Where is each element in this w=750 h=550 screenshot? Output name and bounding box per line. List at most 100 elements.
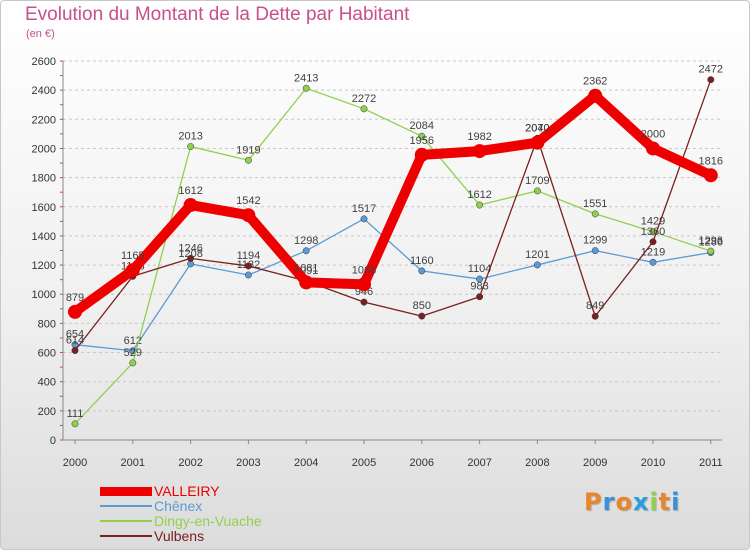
y-tick-label: 1400 — [32, 231, 56, 243]
x-tick-label: 2005 — [352, 457, 376, 469]
data-point — [302, 247, 310, 255]
data-label: 2362 — [583, 76, 607, 88]
data-point — [591, 247, 599, 255]
series-line-vulbens — [74, 79, 712, 352]
data-point — [129, 359, 137, 367]
legend-label: Dingy-en-Vuache — [154, 513, 262, 529]
chart-subtitle: (en €) — [26, 28, 55, 40]
data-label: 654 — [66, 329, 84, 341]
data-point — [707, 247, 715, 255]
data-label: 1208 — [178, 248, 202, 260]
data-label: 1068 — [352, 264, 376, 276]
data-label: 1709 — [525, 175, 549, 187]
x-tick-label: 2008 — [525, 457, 549, 469]
logo-letter: t — [658, 488, 672, 516]
data-label: 2084 — [410, 120, 434, 132]
legend-swatch — [100, 505, 152, 507]
x-tick-label: 2009 — [583, 457, 607, 469]
data-label: 2040 — [525, 123, 549, 135]
legend-label: VALLEIRY — [154, 483, 220, 499]
data-label: 1919 — [236, 144, 260, 156]
data-label: 529 — [124, 347, 142, 359]
data-point — [71, 347, 79, 354]
data-label: 2000 — [641, 128, 665, 140]
y-tick-label: 200 — [38, 406, 56, 418]
y-tick-label: 600 — [38, 348, 56, 360]
data-point — [125, 263, 140, 278]
data-point — [302, 84, 310, 92]
legend-label: Vulbens — [154, 528, 205, 544]
data-point — [244, 156, 252, 164]
data-label: 1194 — [237, 250, 261, 262]
series-line-dingy-en-vuache — [74, 87, 712, 425]
chart-title: Evolution du Montant de la Dette par Hab… — [25, 4, 410, 25]
data-label: 2013 — [178, 131, 202, 143]
data-point — [476, 275, 484, 283]
x-tick-label: 2007 — [467, 457, 491, 469]
logo-letter: o — [615, 488, 633, 516]
logo-letter: i — [649, 488, 659, 516]
legend-swatch — [100, 487, 152, 496]
data-label: 850 — [413, 300, 431, 312]
data-point — [418, 267, 426, 275]
data-label: 879 — [66, 292, 84, 304]
data-point — [530, 135, 545, 150]
data-point — [360, 215, 368, 223]
y-tick-label: 800 — [38, 318, 56, 330]
data-point — [591, 312, 599, 320]
y-tick-label: 1000 — [32, 289, 56, 301]
data-point — [472, 144, 487, 159]
x-tick-label: 2011 — [699, 457, 723, 469]
logo-letter: x — [632, 488, 650, 516]
y-tick-label: 400 — [38, 377, 56, 389]
y-tick-label: 0 — [50, 435, 56, 447]
y-tick-label: 1200 — [32, 260, 56, 272]
data-point — [244, 262, 252, 270]
data-point — [707, 76, 715, 84]
data-point — [414, 147, 429, 162]
logo-letter: i — [671, 488, 681, 516]
data-label: 1201 — [525, 249, 549, 261]
data-label: 2272 — [352, 93, 376, 105]
data-label: 614 — [66, 334, 84, 346]
series-line-valleiry — [70, 90, 716, 317]
x-tick-label: 2006 — [410, 457, 434, 469]
data-label: 1982 — [467, 131, 491, 143]
data-label: 1517 — [352, 203, 376, 215]
x-tick-label: 2004 — [294, 457, 318, 469]
data-point — [476, 293, 484, 301]
legend-label: Chênex — [154, 498, 203, 514]
data-point — [588, 88, 603, 103]
x-tick-label: 2002 — [178, 457, 202, 469]
x-tick-label: 2003 — [236, 457, 260, 469]
logo-letter: r — [602, 488, 616, 516]
data-point — [591, 210, 599, 218]
data-point — [187, 143, 195, 151]
data-point — [418, 132, 426, 140]
data-label: 1612 — [178, 185, 202, 197]
data-point — [646, 141, 660, 156]
data-label: 1160 — [410, 255, 434, 267]
y-tick-label: 2000 — [32, 143, 56, 155]
data-label: 1551 — [583, 198, 607, 210]
data-point — [360, 298, 368, 306]
data-point — [299, 275, 314, 290]
data-label: 1360 — [641, 226, 665, 238]
y-tick-label: 2200 — [32, 114, 56, 126]
y-tick-label: 1800 — [32, 173, 56, 185]
data-point — [649, 258, 657, 266]
data-label: 2472 — [699, 64, 723, 76]
data-point — [533, 187, 541, 195]
series-line-ch-nex — [74, 218, 712, 352]
data-label: 1542 — [236, 195, 260, 207]
data-label: 1956 — [410, 135, 434, 147]
data-label: 1296 — [699, 235, 723, 247]
data-point — [187, 254, 195, 262]
y-tick-label: 2400 — [32, 85, 56, 97]
x-tick-label: 2001 — [121, 457, 145, 469]
data-label: 1298 — [294, 235, 318, 247]
data-label: 1081 — [294, 262, 318, 274]
data-point — [649, 238, 657, 246]
data-point — [244, 271, 252, 279]
